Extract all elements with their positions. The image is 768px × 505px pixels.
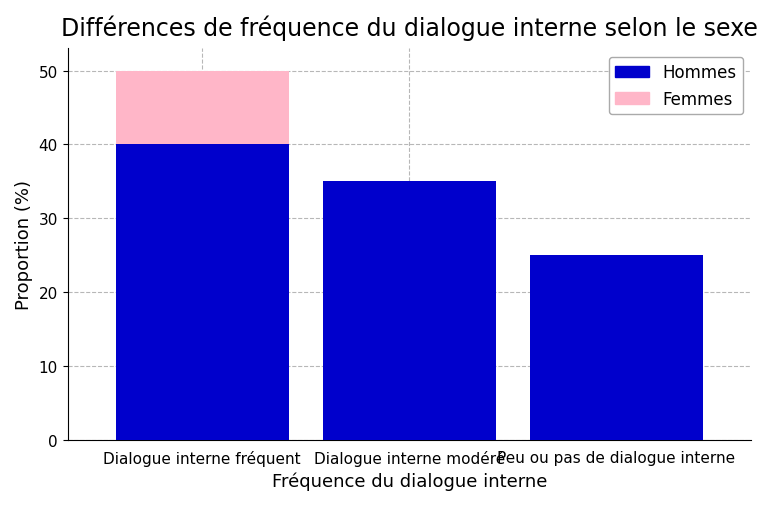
Bar: [116, 145, 289, 440]
Y-axis label: Proportion (%): Proportion (%): [15, 180, 33, 310]
X-axis label: Fréquence du dialogue interne: Fréquence du dialogue interne: [272, 472, 547, 490]
Legend: Hommes, Femmes: Hommes, Femmes: [609, 58, 743, 115]
Title: Différences de fréquence du dialogue interne selon le sexe: Différences de fréquence du dialogue int…: [61, 15, 758, 40]
Bar: [116, 71, 289, 440]
Bar: [323, 182, 496, 440]
Bar: [530, 330, 703, 440]
Bar: [530, 256, 703, 440]
Bar: [323, 182, 496, 440]
